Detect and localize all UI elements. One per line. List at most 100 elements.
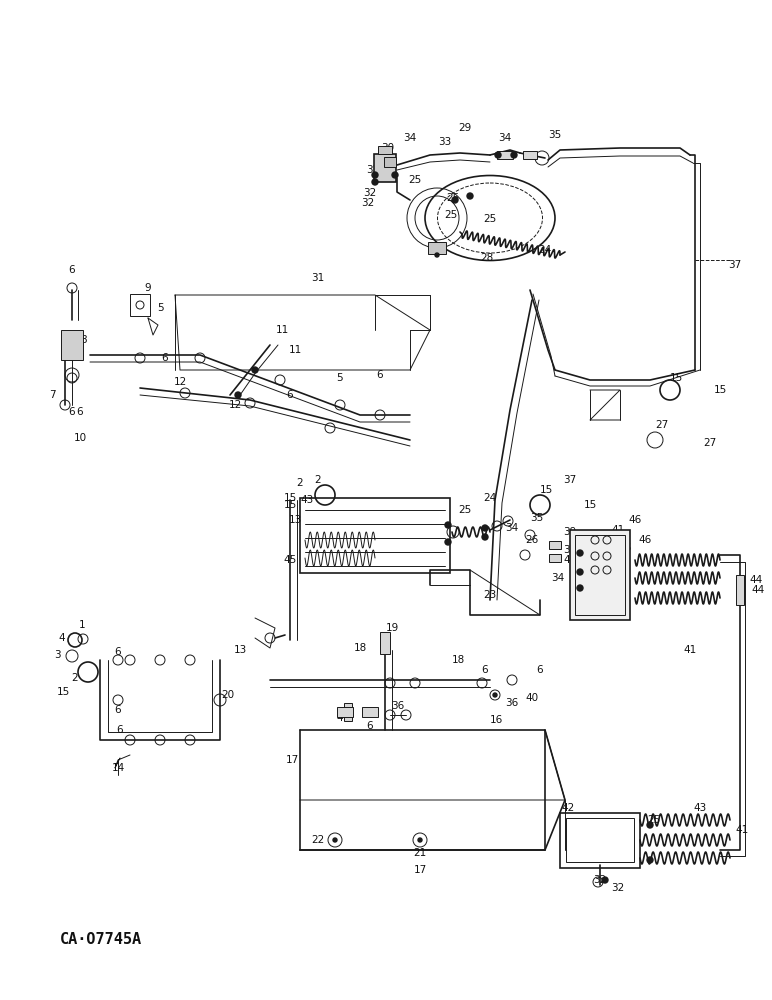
Bar	[374, 154, 396, 182]
Bar	[380, 632, 390, 654]
Text: 6: 6	[117, 725, 124, 735]
Text: 18: 18	[354, 643, 367, 653]
Bar	[736, 575, 744, 605]
Text: 30: 30	[381, 143, 394, 153]
Text: CA·O7745A: CA·O7745A	[60, 932, 142, 948]
Text: 10: 10	[73, 433, 86, 443]
Text: 35: 35	[530, 513, 543, 523]
Text: 6: 6	[367, 721, 374, 731]
Text: 16: 16	[489, 715, 503, 725]
Bar	[523, 151, 537, 159]
Text: 2: 2	[315, 475, 321, 485]
Text: 15: 15	[283, 493, 296, 503]
Circle shape	[333, 838, 337, 842]
Circle shape	[445, 522, 451, 528]
Text: 43: 43	[693, 803, 706, 813]
Text: 8: 8	[81, 335, 87, 345]
Text: 24: 24	[538, 245, 552, 255]
Text: 39: 39	[564, 527, 577, 537]
Text: 25: 25	[459, 505, 472, 515]
Bar	[560, 812, 640, 867]
Text: 28: 28	[480, 253, 493, 263]
Circle shape	[482, 534, 488, 540]
Text: 25: 25	[446, 193, 459, 203]
Text: 26: 26	[525, 535, 538, 545]
Text: 41: 41	[736, 825, 749, 835]
Text: 13: 13	[233, 645, 246, 655]
Circle shape	[452, 197, 458, 203]
Text: 38: 38	[564, 545, 577, 555]
Text: 17: 17	[413, 865, 427, 875]
Text: 29: 29	[459, 123, 472, 133]
Text: 6: 6	[286, 390, 293, 400]
Text: 26: 26	[571, 553, 584, 563]
Text: 31: 31	[311, 273, 324, 283]
Text: 9: 9	[144, 283, 151, 293]
Text: 32: 32	[611, 883, 625, 893]
Circle shape	[511, 152, 517, 158]
Text: 2: 2	[72, 673, 78, 683]
Text: 35: 35	[574, 530, 587, 540]
Text: 34: 34	[506, 523, 519, 533]
Bar	[61, 330, 83, 360]
Text: 12: 12	[174, 377, 187, 387]
Text: 32: 32	[364, 188, 377, 198]
Text: 20: 20	[222, 690, 235, 700]
Text: 6: 6	[115, 705, 121, 715]
Text: 34: 34	[601, 570, 615, 580]
Bar	[362, 707, 378, 717]
Text: 5: 5	[157, 303, 164, 313]
Circle shape	[577, 550, 583, 556]
Bar	[549, 554, 561, 562]
Text: 1: 1	[79, 620, 86, 630]
Text: 44: 44	[751, 585, 764, 595]
Text: 33: 33	[438, 137, 452, 147]
Circle shape	[435, 253, 439, 257]
Text: 4: 4	[59, 633, 66, 643]
Text: 32: 32	[367, 165, 380, 175]
Text: 46: 46	[638, 535, 652, 545]
Text: 22: 22	[311, 835, 324, 845]
Text: 37: 37	[728, 260, 742, 270]
Text: 34: 34	[404, 133, 417, 143]
Text: 13: 13	[289, 515, 302, 525]
Text: 34: 34	[551, 573, 564, 583]
Text: 6: 6	[537, 665, 543, 675]
Text: 27: 27	[655, 420, 669, 430]
Circle shape	[372, 172, 378, 178]
Bar	[337, 707, 353, 717]
Circle shape	[482, 525, 488, 531]
Text: 6: 6	[377, 370, 384, 380]
Text: 32: 32	[594, 875, 607, 885]
Text: 5: 5	[337, 373, 344, 383]
Circle shape	[445, 539, 451, 545]
Text: 27: 27	[703, 438, 716, 448]
Bar	[344, 703, 352, 721]
Text: 37: 37	[564, 475, 577, 485]
Text: 6: 6	[482, 665, 489, 675]
Bar	[378, 146, 392, 154]
Text: 44: 44	[750, 575, 763, 585]
Text: 46: 46	[618, 543, 631, 553]
Text: 17: 17	[286, 755, 299, 765]
Text: 47: 47	[337, 713, 350, 723]
Text: 43: 43	[300, 495, 313, 505]
Circle shape	[392, 172, 398, 178]
Text: 6: 6	[115, 647, 121, 657]
Text: 15: 15	[283, 500, 296, 510]
Text: 11: 11	[276, 325, 289, 335]
Bar	[300, 497, 450, 572]
Text: 32: 32	[361, 198, 374, 208]
Circle shape	[495, 152, 501, 158]
Text: 3: 3	[54, 650, 60, 660]
Bar	[566, 818, 634, 862]
Circle shape	[493, 693, 497, 697]
Text: 36: 36	[506, 698, 519, 708]
Text: 15: 15	[670, 373, 683, 383]
Text: 12: 12	[229, 400, 242, 410]
Text: 41: 41	[611, 525, 625, 535]
Text: 41: 41	[683, 645, 696, 655]
Circle shape	[252, 367, 258, 373]
Text: 15: 15	[56, 687, 69, 697]
Bar	[130, 294, 150, 316]
